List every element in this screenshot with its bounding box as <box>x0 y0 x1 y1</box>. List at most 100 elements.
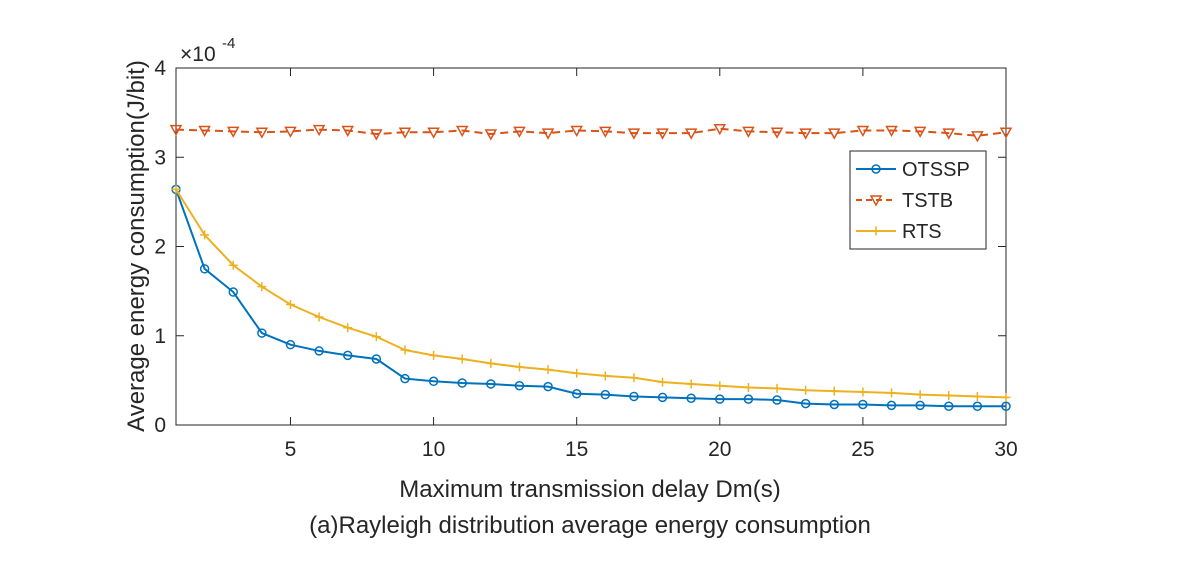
data-point <box>656 128 669 140</box>
data-point <box>858 387 868 397</box>
y-tick-label: 0 <box>154 414 166 437</box>
data-point <box>314 346 324 356</box>
y-exponent-base: ×10 <box>180 43 216 66</box>
data-point <box>972 391 982 401</box>
data-point <box>658 377 668 387</box>
data-point <box>829 386 839 396</box>
data-point <box>343 323 353 333</box>
data-point <box>571 389 582 399</box>
data-point <box>543 365 553 375</box>
data-point <box>686 393 696 403</box>
data-point <box>715 381 725 391</box>
data-point <box>743 394 754 404</box>
data-point <box>427 127 440 139</box>
series-line-rts <box>175 188 1007 399</box>
data-point <box>801 385 811 395</box>
data-point <box>341 125 354 138</box>
legend-marker <box>871 164 881 174</box>
data-point <box>684 128 698 140</box>
data-point <box>570 125 583 138</box>
data-point <box>600 389 611 400</box>
data-point <box>887 388 897 398</box>
data-point <box>314 312 324 322</box>
data-point <box>742 126 755 138</box>
series-layer <box>169 123 1013 412</box>
y-tick-label: 2 <box>154 236 166 259</box>
legend-item-rts: RTS <box>856 221 942 243</box>
data-point <box>828 128 841 140</box>
x-tick-label: 5 <box>285 438 297 461</box>
data-point <box>913 126 927 138</box>
data-point <box>484 129 498 141</box>
data-point <box>284 126 297 138</box>
data-point <box>257 282 267 292</box>
legend-marker <box>871 226 881 236</box>
data-point <box>255 127 269 139</box>
legend-label: TSTB <box>902 190 953 212</box>
data-point <box>629 391 639 402</box>
data-point <box>627 128 641 140</box>
data-point <box>829 399 840 410</box>
data-point <box>944 401 954 412</box>
data-point <box>257 328 267 338</box>
data-point <box>999 127 1013 139</box>
data-point <box>572 368 582 378</box>
data-point <box>169 124 183 137</box>
y-tick-label: 3 <box>154 146 166 169</box>
data-point <box>226 126 240 138</box>
data-point <box>743 383 753 393</box>
y-exponent-power: -4 <box>222 35 235 52</box>
data-point <box>457 354 467 364</box>
data-point <box>1001 392 1011 402</box>
data-point <box>915 400 925 411</box>
data-point <box>541 128 555 140</box>
y-axis-label: Average energy consumption(J/bit) <box>123 60 150 432</box>
axis-ticks: 5 10 15 20 25 30 0 1 2 3 4 <box>154 57 1017 461</box>
y-tick-label: 4 <box>154 57 166 80</box>
data-point <box>770 127 784 139</box>
data-point <box>885 125 898 138</box>
y-exponent: ×10 -4 <box>180 35 235 66</box>
data-point <box>228 287 238 297</box>
data-point <box>513 126 526 138</box>
data-point <box>800 398 811 409</box>
x-tick-label: 20 <box>708 438 731 461</box>
data-point <box>543 381 553 392</box>
data-point <box>972 401 983 412</box>
data-point <box>285 339 296 350</box>
data-point <box>686 379 696 389</box>
data-point <box>856 125 870 138</box>
data-point <box>915 390 925 400</box>
chart-caption: (a)Rayleigh distribution average energy … <box>309 512 871 539</box>
data-point <box>657 392 668 403</box>
data-point <box>486 379 496 389</box>
data-point <box>455 125 469 138</box>
x-tick-label: 25 <box>851 438 874 461</box>
data-point <box>285 300 295 310</box>
legend-item-otssp: OTSSP <box>856 159 970 181</box>
y-tick-label: 1 <box>154 325 166 348</box>
data-point <box>599 126 612 138</box>
legend-marker <box>869 195 883 207</box>
series-tstb <box>169 123 1013 143</box>
data-point <box>600 371 610 381</box>
data-point <box>198 125 211 138</box>
data-point <box>858 399 868 410</box>
data-point <box>715 394 725 404</box>
data-point <box>370 129 383 141</box>
data-point <box>371 332 381 342</box>
x-axis-label: Maximum transmission delay Dm(s) <box>399 476 780 503</box>
data-point <box>944 391 954 401</box>
data-point <box>514 362 524 372</box>
data-point <box>514 380 525 391</box>
x-tick-label: 10 <box>422 438 445 461</box>
data-point <box>942 128 956 140</box>
data-point <box>199 264 210 274</box>
data-point <box>429 350 439 360</box>
data-point <box>400 345 410 355</box>
data-point <box>171 184 181 194</box>
data-point <box>971 131 984 143</box>
data-point <box>398 127 412 139</box>
data-point <box>228 260 238 270</box>
